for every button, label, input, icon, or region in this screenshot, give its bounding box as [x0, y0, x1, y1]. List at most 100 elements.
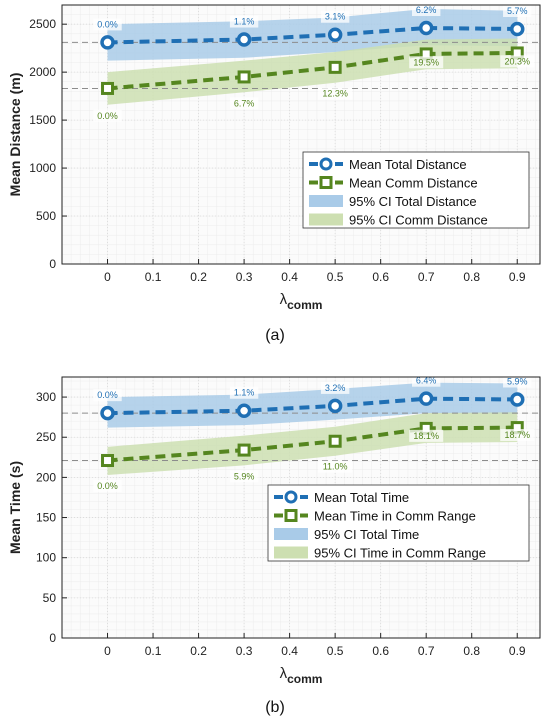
- data-label-comm: 0.0%: [97, 111, 118, 121]
- legend-label: 95% CI Time in Comm Range: [314, 546, 486, 561]
- data-label-comm: 19.5%: [413, 57, 439, 67]
- legend-label: 95% CI Comm Distance: [349, 213, 488, 228]
- data-label-bg: [229, 470, 259, 483]
- x-tick-label: 0.4: [281, 270, 298, 284]
- legend-marker-square: [319, 176, 333, 189]
- data-label-total: 3.2%: [325, 383, 346, 393]
- data-point-comm: [101, 454, 115, 468]
- data-point-total: [236, 403, 252, 418]
- y-axis-label: Mean Distance (m): [7, 73, 23, 197]
- data-label-bg: [320, 381, 350, 394]
- legend-label: Mean Total Distance: [349, 157, 467, 172]
- data-label-comm: 11.0%: [323, 462, 348, 472]
- legend-swatch: [274, 546, 308, 559]
- y-tick-label: 0: [49, 257, 56, 271]
- x-tick-label: 0.6: [372, 270, 389, 284]
- x-tick-label: 0.1: [145, 644, 162, 658]
- data-point-total: [327, 398, 343, 414]
- legend-swatch: [309, 195, 343, 207]
- data-label-bg: [503, 4, 532, 17]
- legend-box: [267, 484, 530, 562]
- x-tick-label: 0.9: [509, 644, 526, 658]
- x-tick-label: 0.5: [327, 644, 344, 658]
- y-tick-label: 1500: [29, 113, 56, 127]
- data-label-comm: 18.1%: [413, 431, 439, 441]
- legend-marker-circle: [284, 490, 298, 504]
- data-label-bg: [229, 97, 259, 110]
- data-label-comm: 0.0%: [97, 481, 118, 491]
- y-tick-label: 1000: [29, 161, 56, 175]
- y-tick-label: 2000: [29, 65, 56, 79]
- data-label-bg: [229, 386, 259, 399]
- data-label-bg: [93, 109, 122, 122]
- data-label-total: 1.1%: [234, 17, 255, 27]
- legend: Mean Total Distance Mean Comm Distance 95%…: [302, 151, 530, 229]
- data-label-bg: [229, 15, 259, 28]
- data-label-bg: [503, 375, 532, 388]
- x-axis-label: λcomm: [280, 291, 323, 312]
- y-tick-label: 250: [36, 430, 56, 444]
- data-point-comm: [328, 60, 342, 74]
- data-label-bg: [93, 18, 122, 31]
- x-tick-label: 0.2: [190, 644, 207, 658]
- data-label-bg: [318, 460, 353, 473]
- data-point-total: [418, 391, 434, 406]
- data-label-bg: [320, 10, 350, 23]
- data-point-total: [509, 392, 525, 407]
- x-tick-label: 0.7: [418, 644, 435, 658]
- data-point-total: [100, 405, 115, 421]
- y-tick-label: 2500: [29, 17, 56, 31]
- data-label-total: 0.0%: [97, 19, 118, 29]
- legend-label: 95% CI Total Time: [314, 527, 419, 542]
- data-point-total: [236, 32, 252, 47]
- data-label-total: 3.1%: [325, 12, 346, 22]
- legend-swatch: [309, 213, 343, 226]
- data-point-total: [100, 35, 115, 50]
- x-tick-label: 0.8: [463, 270, 480, 284]
- data-point-comm: [237, 443, 251, 457]
- legend-marker-square: [284, 509, 298, 522]
- x-tick-label: 0.3: [236, 270, 253, 284]
- data-point-total: [509, 21, 525, 37]
- data-label-total: 0.0%: [97, 390, 118, 400]
- time-chart: 0.0% 1.1% 3.2% 6.4% 5.9% 0.0% 5.9% 11.0% 18.1% 18…: [7, 374, 541, 716]
- data-label-bg: [411, 4, 441, 17]
- axes-frame: [61, 4, 541, 265]
- y-tick-label: 300: [36, 390, 56, 404]
- ci-band-total: [107, 8, 518, 61]
- data-label-total: 6.2%: [416, 5, 437, 15]
- data-label-comm: 6.7%: [234, 98, 255, 108]
- x-axis-label-sub: comm: [287, 298, 322, 312]
- data-point-total: [327, 27, 343, 42]
- data-label-bg: [500, 429, 535, 442]
- x-tick-label: 0.1: [145, 270, 162, 284]
- data-label-bg: [93, 479, 122, 492]
- panel-label: (a): [265, 327, 285, 344]
- data-label-bg: [411, 374, 441, 387]
- legend-label: Mean Total Time: [314, 490, 409, 505]
- data-label-total: 5.7%: [507, 6, 528, 16]
- x-tick-label: 0.9: [509, 270, 526, 284]
- x-tick-label: 0.2: [190, 270, 207, 284]
- y-tick-label: 50: [43, 591, 57, 605]
- legend-label: Mean Time in Comm Range: [314, 509, 476, 524]
- x-axis-label-sub: comm: [287, 672, 322, 686]
- x-tick-label: 0: [104, 644, 111, 658]
- data-label-bg: [500, 55, 535, 68]
- data-label-total: 5.9%: [507, 376, 528, 386]
- x-axis-label-main: λ: [280, 665, 288, 682]
- ci-band-total: [107, 382, 518, 428]
- x-tick-label: 0.7: [418, 270, 435, 284]
- x-tick-label: 0.3: [236, 644, 253, 658]
- legend-label: Mean Comm Distance: [349, 176, 478, 191]
- data-point-comm: [237, 70, 251, 84]
- legend: Mean Total Time Mean Time in Comm Range 95…: [267, 484, 530, 562]
- data-label-total: 1.1%: [234, 388, 255, 398]
- x-axis-label: λcomm: [280, 665, 323, 686]
- x-tick-label: 0: [104, 270, 111, 284]
- data-label-comm: 18.7%: [504, 430, 530, 440]
- data-label-bg: [93, 389, 122, 402]
- y-tick-label: 0: [49, 631, 56, 645]
- data-point-comm: [101, 81, 115, 95]
- axes-frame: [61, 376, 541, 639]
